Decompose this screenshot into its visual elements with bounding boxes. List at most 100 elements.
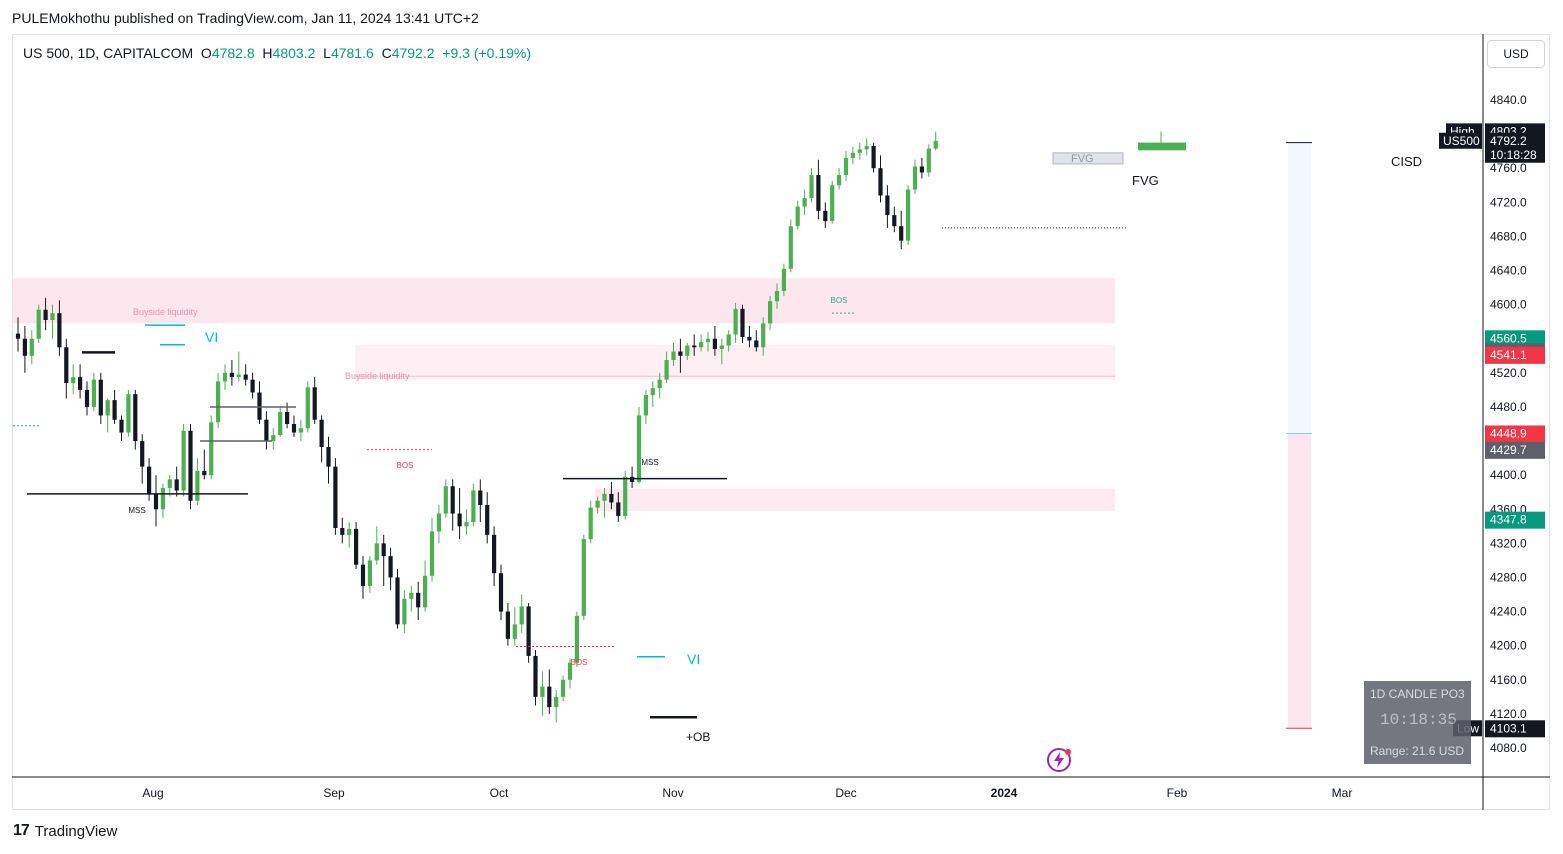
candle-body	[216, 381, 221, 423]
candle-body	[540, 686, 545, 697]
x-tick-label: 2024	[991, 786, 1018, 800]
candle-body	[98, 379, 103, 416]
liquidity-label: Buyside liquidity	[345, 371, 410, 381]
price-label-value: 4560.5	[1490, 331, 1527, 345]
candle-body	[671, 351, 676, 361]
y-tick-label: 4680.0	[1490, 229, 1527, 243]
candle-body	[802, 198, 807, 207]
candle-body	[588, 507, 593, 540]
fvg-box	[1052, 152, 1124, 165]
y-tick-label: 4240.0	[1490, 605, 1527, 619]
candle-box-countdown: 10:18:35	[1380, 711, 1457, 729]
candle-body	[547, 686, 552, 708]
candle-body	[630, 476, 635, 482]
candle-body	[153, 493, 159, 510]
symbol-label[interactable]: US 500, 1D, CAPITALCOM	[23, 45, 194, 61]
x-tick-label: Oct	[490, 786, 509, 800]
candle-body	[554, 696, 559, 708]
candle-body	[774, 290, 780, 302]
price-label	[1485, 720, 1545, 738]
vi-label: VI	[205, 329, 218, 345]
x-tick-label: Mar	[1332, 786, 1353, 800]
candle-body	[657, 379, 662, 389]
fvg-zone	[595, 488, 1115, 511]
candle-body	[712, 338, 717, 349]
candle-body	[22, 338, 27, 356]
candle-body	[761, 323, 766, 348]
candle-body	[257, 392, 262, 420]
candle-body	[50, 313, 55, 320]
candle-body	[188, 430, 193, 501]
candle-body	[64, 347, 69, 384]
y-tick-label: 4640.0	[1490, 264, 1527, 278]
change-value: +9.3 (+0.19%)	[442, 45, 532, 61]
candle-body	[229, 372, 234, 378]
open-key: O	[200, 45, 212, 61]
price-tag	[1439, 132, 1482, 149]
liquidity-zone	[355, 344, 1115, 380]
candle-body	[381, 543, 386, 557]
candle-body	[885, 195, 890, 216]
open-value: 4782.8	[211, 45, 255, 61]
candle-body	[864, 146, 869, 150]
candle-body	[367, 560, 372, 586]
candle-body	[650, 388, 655, 396]
candle-body	[505, 611, 510, 639]
y-tick-label: 4600.0	[1490, 298, 1527, 312]
candle-body	[788, 226, 793, 269]
low-key: L	[323, 45, 331, 61]
candle-body	[264, 419, 269, 442]
candle-body	[278, 412, 283, 436]
candle-body	[140, 441, 145, 467]
candle-body	[181, 430, 186, 491]
bos-label: BOS	[397, 461, 414, 470]
vi-label: VI	[687, 651, 700, 667]
lightning-icon[interactable]	[1046, 747, 1072, 773]
fvg-box-label: FVG	[1071, 153, 1094, 165]
bos-label: BOS	[571, 658, 588, 667]
x-tick-label: Dec	[835, 786, 856, 800]
price-label	[1485, 511, 1545, 529]
candle-body	[443, 486, 448, 514]
y-tick-label: 4400.0	[1490, 468, 1527, 482]
candle-body	[857, 149, 862, 153]
candle-body	[574, 615, 579, 663]
y-tick-label: 4760.0	[1490, 161, 1527, 175]
y-tick-label: 4320.0	[1490, 536, 1527, 550]
candle-body	[795, 206, 800, 227]
price-label	[1485, 441, 1545, 459]
candle-body	[312, 387, 317, 420]
candle-body	[843, 157, 849, 176]
candle-body	[595, 500, 600, 508]
price-label	[1485, 346, 1545, 364]
y-tick-label: 4200.0	[1490, 639, 1527, 653]
candle-body	[409, 592, 414, 599]
price-label	[1485, 132, 1545, 163]
candle-body	[202, 470, 207, 476]
candle-body	[167, 479, 172, 488]
candle-body	[809, 175, 814, 199]
mss-label: MSS	[641, 458, 658, 467]
candle-body	[333, 466, 338, 529]
high-key: H	[262, 45, 273, 61]
tradingview-logo[interactable]: 17 TradingView	[13, 822, 117, 840]
candle-body	[906, 189, 911, 241]
y-tick-label: 4160.0	[1490, 673, 1527, 687]
candle-body	[57, 313, 62, 348]
close-key: C	[381, 45, 392, 61]
candle-body	[512, 624, 517, 639]
candle-body	[726, 334, 731, 346]
y-tick-label: 4840.0	[1490, 93, 1527, 107]
publisher-line: PULEMokhothu published on TradingView.co…	[12, 10, 479, 26]
candle-po3-box: 1D CANDLE PO3 10:18:35 Range: 21.6 USD	[1364, 681, 1471, 764]
candle-body	[719, 345, 724, 349]
high-value: 4803.2	[272, 45, 316, 61]
candle-body	[250, 379, 255, 393]
currency-selector[interactable]: USD	[1487, 40, 1545, 68]
candle-body	[485, 505, 490, 535]
candle-body	[119, 419, 124, 433]
candle-body	[492, 534, 497, 574]
liquidity-label: Buyside liquidity	[133, 307, 198, 317]
candle-body	[222, 372, 228, 382]
